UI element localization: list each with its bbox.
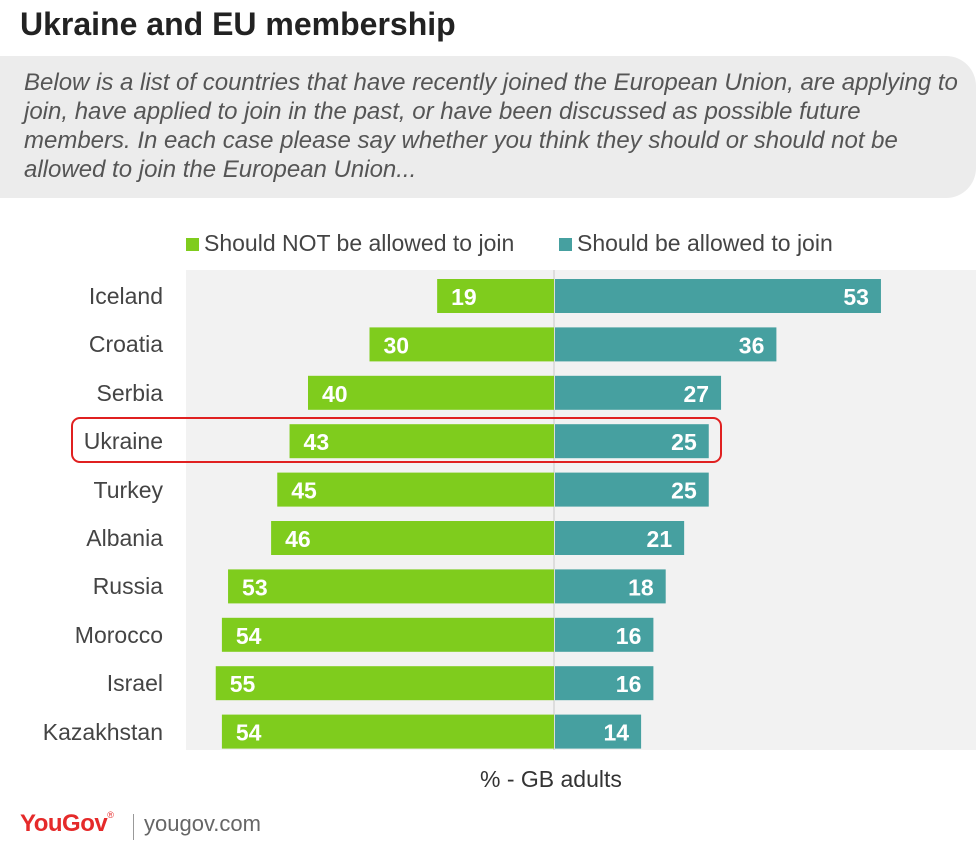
value-label-should-not-croatia: 30: [384, 332, 410, 358]
bar-should-turkey: [555, 472, 709, 507]
bar-should-not-kazakhstan: [221, 714, 554, 749]
legend-label-should: Should be allowed to join: [577, 230, 833, 256]
bar-should-serbia: [555, 375, 722, 410]
category-label-russia: Russia: [92, 573, 163, 600]
bar-should-not-albania: [271, 521, 554, 555]
value-label-should-not-morocco: 54: [236, 623, 262, 649]
category-label-serbia: Serbia: [96, 379, 163, 406]
bar-should-not-croatia: [369, 327, 554, 362]
category-label-morocco: Morocco: [74, 621, 163, 648]
bar-should-israel: [555, 666, 654, 701]
footnote: % - GB adults: [480, 766, 622, 792]
value-label-should-israel: 16: [616, 671, 642, 697]
bar-should-kazakhstan: [555, 714, 642, 749]
value-label-should-not-iceland: 19: [451, 284, 477, 310]
category-label-ukraine: Ukraine: [83, 428, 163, 455]
value-label-should-russia: 18: [628, 574, 654, 600]
value-label-should-ukraine: 25: [671, 429, 697, 455]
value-label-should-serbia: 27: [683, 381, 709, 407]
yougov-logo: YouGov®: [20, 810, 114, 837]
value-label-should-not-ukraine: 43: [304, 429, 330, 455]
bar-should-croatia: [555, 327, 777, 362]
value-label-should-not-russia: 53: [242, 574, 268, 600]
question-box: Below is a list of countries that have r…: [0, 56, 976, 198]
category-label-albania: Albania: [86, 525, 163, 551]
bar-should-morocco: [555, 617, 654, 652]
bar-should-not-israel: [215, 666, 554, 701]
category-label-iceland: Iceland: [88, 283, 163, 309]
value-label-should-kazakhstan: 14: [604, 720, 630, 746]
value-label-should-morocco: 16: [616, 623, 642, 649]
category-label-kazakhstan: Kazakhstan: [42, 718, 163, 745]
value-label-should-iceland: 53: [843, 284, 869, 310]
value-label-should-not-israel: 55: [230, 671, 256, 697]
legend-item-should-not: Should NOT be allowed to join: [186, 230, 514, 257]
bar-should-not-russia: [228, 569, 555, 604]
category-label-croatia: Croatia: [88, 331, 163, 358]
value-label-should-croatia: 36: [739, 332, 765, 358]
category-label-israel: Israel: [106, 670, 163, 697]
legend-swatch-should-not: [186, 238, 199, 252]
value-label-should-turkey: 25: [671, 478, 697, 504]
ukraine-highlight-box: [71, 417, 722, 463]
value-label-should-not-serbia: 40: [322, 381, 348, 407]
value-label-should-not-turkey: 45: [291, 478, 317, 504]
value-label-should-albania: 21: [647, 526, 673, 552]
site-link[interactable]: yougov.com: [144, 811, 261, 836]
category-label-turkey: Turkey: [93, 476, 163, 503]
legend-item-should: Should be allowed to join: [559, 230, 833, 257]
value-label-should-not-kazakhstan: 54: [236, 720, 262, 746]
bar-should-not-turkey: [277, 472, 554, 507]
bar-should-not-iceland: [437, 279, 554, 313]
brand-divider: [133, 814, 134, 840]
bar-should-iceland: [555, 279, 881, 313]
chart-title: Ukraine and EU membership: [20, 6, 456, 42]
question-text: Below is a list of countries that have r…: [24, 69, 958, 183]
value-label-should-not-albania: 46: [285, 526, 311, 552]
bar-should-not-serbia: [308, 375, 554, 410]
bar-should-albania: [555, 521, 685, 555]
bar-should-not-morocco: [221, 617, 554, 652]
bar-should-ukraine: [555, 424, 709, 459]
bar-should-not-ukraine: [289, 424, 554, 459]
legend-swatch-should: [559, 238, 572, 252]
legend-label-should-not: Should NOT be allowed to join: [204, 230, 515, 256]
bar-should-russia: [555, 569, 666, 604]
